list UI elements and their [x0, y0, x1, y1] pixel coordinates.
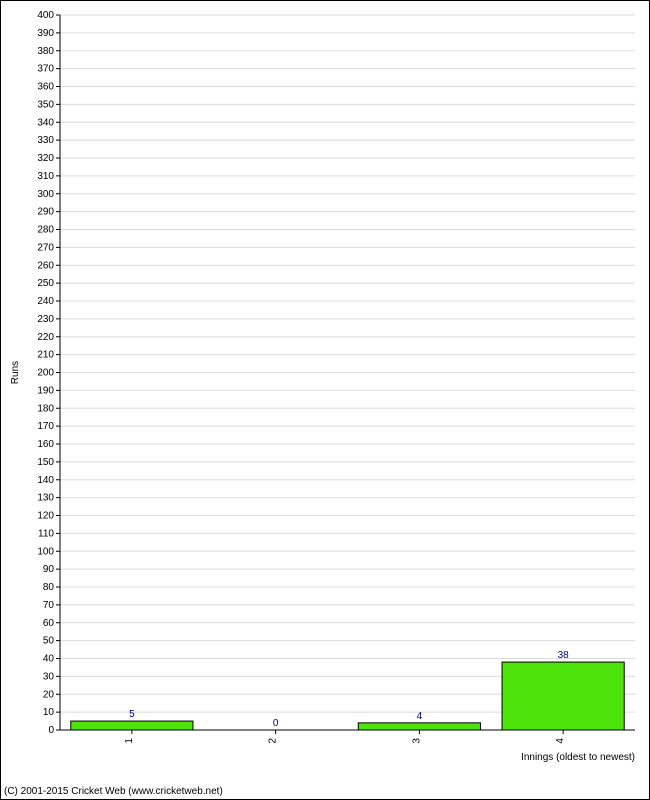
- y-tick-label: 20: [43, 689, 55, 700]
- y-tick-label: 230: [37, 314, 54, 325]
- y-tick-label: 130: [37, 493, 54, 504]
- runs-bar-chart: 0102030405060708090100110120130140150160…: [0, 0, 650, 800]
- y-tick-label: 310: [37, 171, 54, 182]
- y-tick-label: 180: [37, 403, 54, 414]
- y-tick-label: 280: [37, 225, 54, 236]
- y-tick-label: 40: [43, 654, 55, 665]
- credit-text: (C) 2001-2015 Cricket Web (www.cricketwe…: [4, 786, 223, 797]
- y-tick-label: 400: [37, 10, 54, 21]
- y-tick-label: 380: [37, 46, 54, 57]
- x-tick-label: 4: [555, 738, 566, 744]
- y-tick-label: 50: [43, 636, 55, 647]
- y-tick-label: 120: [37, 511, 54, 522]
- y-tick-label: 290: [37, 207, 54, 218]
- y-tick-label: 330: [37, 135, 54, 146]
- y-tick-label: 100: [37, 546, 54, 557]
- y-tick-label: 80: [43, 582, 55, 593]
- y-tick-label: 250: [37, 278, 54, 289]
- y-tick-label: 160: [37, 439, 54, 450]
- bar: [502, 662, 624, 730]
- y-tick-label: 390: [37, 28, 54, 39]
- x-tick-label: 3: [411, 738, 422, 744]
- y-tick-label: 60: [43, 618, 55, 629]
- y-tick-label: 190: [37, 385, 54, 396]
- bar: [71, 721, 193, 730]
- y-tick-label: 170: [37, 421, 54, 432]
- y-tick-label: 0: [48, 725, 54, 736]
- y-tick-label: 150: [37, 457, 54, 468]
- y-tick-label: 270: [37, 242, 54, 253]
- x-tick-label: 2: [268, 738, 279, 744]
- y-tick-label: 110: [38, 528, 54, 539]
- y-tick-label: 340: [37, 117, 54, 128]
- y-tick-label: 300: [37, 189, 54, 200]
- y-tick-label: 350: [37, 99, 54, 110]
- y-tick-label: 30: [43, 671, 55, 682]
- bar-value-label: 0: [273, 718, 279, 729]
- bar-value-label: 4: [417, 711, 423, 722]
- y-tick-label: 140: [37, 475, 54, 486]
- bar-value-label: 38: [558, 650, 570, 661]
- bar-value-label: 5: [129, 709, 135, 720]
- y-tick-label: 70: [43, 600, 55, 611]
- x-axis-label: Innings (oldest to newest): [521, 752, 635, 763]
- y-tick-label: 90: [43, 564, 55, 575]
- chart-container: 0102030405060708090100110120130140150160…: [0, 0, 650, 800]
- y-tick-label: 260: [37, 260, 54, 271]
- bar: [358, 723, 480, 730]
- y-tick-label: 10: [43, 707, 55, 718]
- y-tick-label: 370: [37, 64, 54, 75]
- y-tick-label: 210: [37, 350, 54, 361]
- x-tick-label: 1: [124, 738, 135, 744]
- y-tick-label: 200: [37, 368, 54, 379]
- y-axis-label: Runs: [10, 361, 21, 384]
- y-tick-label: 320: [37, 153, 54, 164]
- y-tick-label: 240: [37, 296, 54, 307]
- y-tick-label: 220: [37, 332, 54, 343]
- y-tick-label: 360: [37, 82, 54, 93]
